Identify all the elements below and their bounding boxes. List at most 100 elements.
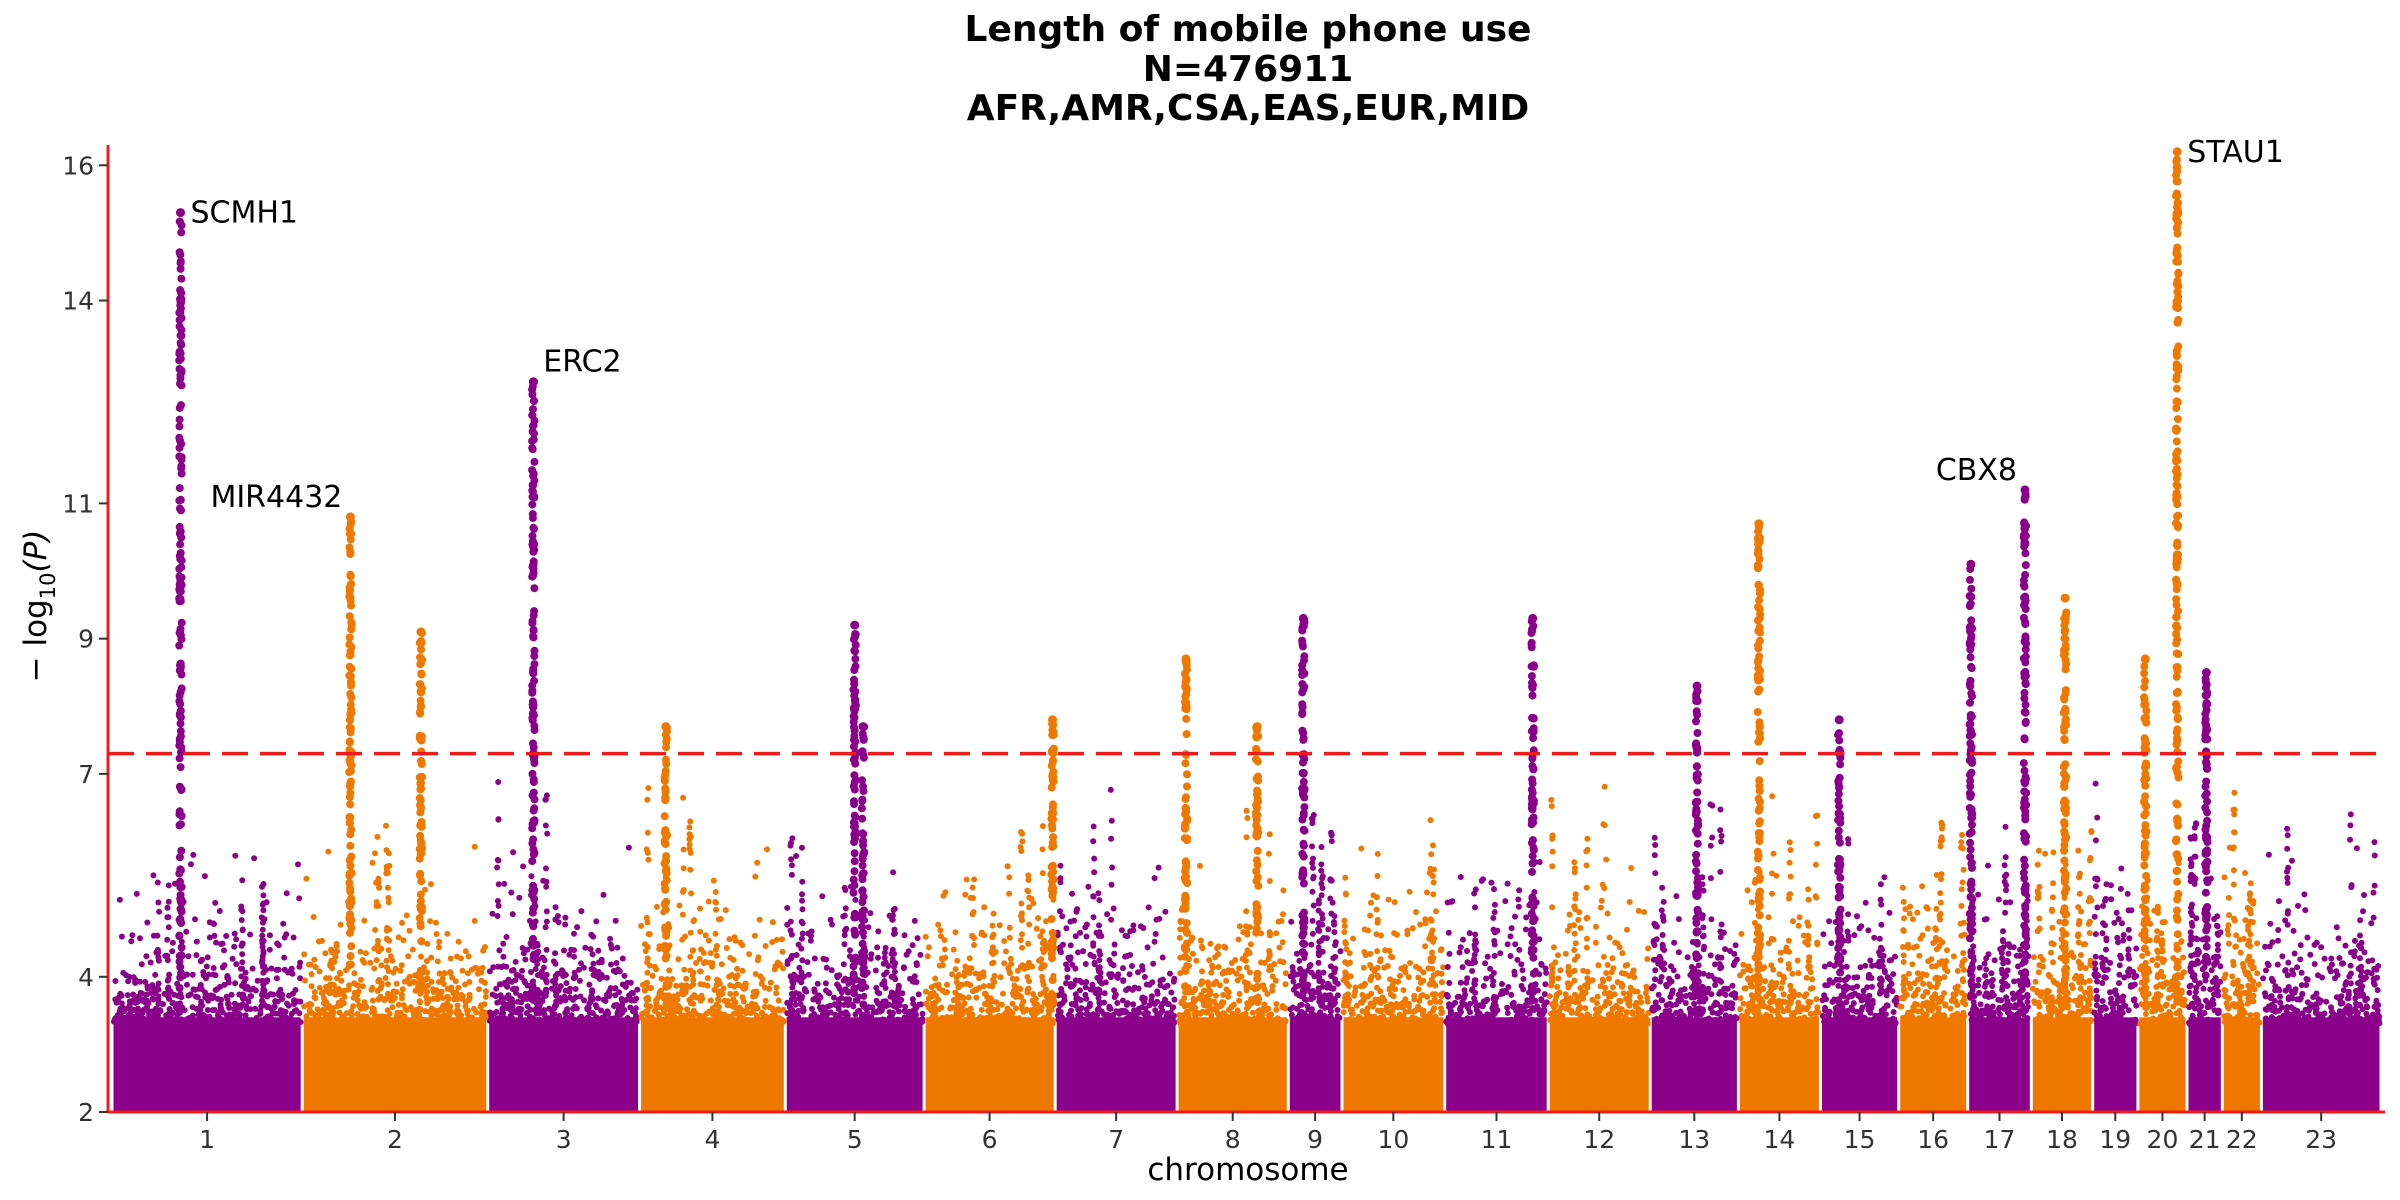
snp-point: [1319, 921, 1326, 928]
snp-point: [740, 985, 747, 992]
title-line-3: AFR,AMR,CSA,EAS,EUR,MID: [967, 88, 1530, 129]
snp-point: [369, 859, 376, 866]
snp-point: [1243, 984, 1250, 991]
snp-point: [958, 1006, 965, 1013]
snp-point: [1424, 889, 1430, 896]
snp-point: [736, 1012, 743, 1019]
snp-point: [375, 937, 381, 944]
snp-point: [1732, 991, 1738, 998]
snp-point: [1519, 967, 1526, 974]
snp-point: [357, 948, 364, 955]
snp-point: [495, 902, 502, 909]
snp-point: [672, 998, 679, 1005]
snp-point: [1017, 937, 1024, 944]
snp-point: [384, 924, 391, 931]
snp-point: [1309, 888, 1316, 895]
snp-point: [704, 982, 711, 989]
snp-point: [1600, 953, 1607, 960]
snp-point: [446, 1012, 452, 1019]
snp-point: [648, 1014, 655, 1021]
snp-point: [1360, 982, 1367, 989]
snp-point: [697, 928, 704, 935]
snp-point: [232, 980, 239, 987]
snp-point: [254, 977, 261, 984]
snp-point: [940, 892, 947, 899]
snp-point: [771, 1020, 778, 1027]
snp-point: [1769, 870, 1775, 877]
snp-point: [693, 960, 699, 966]
snp-point: [1121, 1020, 1128, 1027]
snp-point: [193, 938, 200, 945]
snp-point: [1471, 951, 1478, 958]
snp-point: [1091, 869, 1098, 876]
snp-point: [1851, 932, 1858, 939]
snp-point: [1709, 802, 1716, 809]
snp-point: [1584, 975, 1591, 982]
snp-point: [1673, 893, 1680, 900]
snp-point: [1589, 996, 1596, 1003]
snp-point: [1655, 991, 1662, 998]
snp-point: [1067, 918, 1074, 925]
snp-point: [854, 1019, 860, 1026]
snp-point: [726, 1013, 733, 1020]
snp-point: [1828, 940, 1835, 947]
snp-point: [1122, 953, 1129, 960]
chromosome-5-density-band: [786, 1017, 923, 1112]
snp-point: [641, 987, 648, 994]
snp-point: [605, 1020, 612, 1027]
snp-point: [352, 1019, 359, 1025]
snp-point: [1461, 1001, 1468, 1008]
snp-point: [1310, 864, 1316, 871]
snp-point: [1447, 1009, 1454, 1016]
snp-point: [1273, 1006, 1280, 1013]
snp-point: [1265, 850, 1272, 857]
snp-point: [466, 979, 473, 985]
snp-point: [909, 996, 916, 1003]
snp-point: [1805, 1004, 1812, 1010]
snp-point: [1197, 937, 1204, 944]
snp-point: [1405, 1000, 1412, 1007]
snp-point: [715, 997, 722, 1004]
snp-point: [1031, 1013, 1038, 1020]
snp-point: [1358, 845, 1365, 852]
snp-point: [1675, 997, 1682, 1004]
snp-point: [1108, 960, 1115, 967]
snp-point: [1318, 937, 1325, 944]
snp-point: [482, 993, 489, 1000]
snp-point: [1698, 1018, 1705, 1025]
snp-point: [275, 989, 282, 996]
snp-point: [447, 955, 454, 962]
snp-point: [909, 978, 916, 985]
snp-point: [1342, 969, 1349, 976]
snp-point: [1610, 984, 1616, 991]
snp-point: [1796, 991, 1802, 998]
snp-point: [1460, 995, 1467, 1002]
snp-point: [619, 981, 626, 988]
snp-point: [815, 992, 822, 999]
snp-point: [687, 818, 694, 825]
snp-point: [1209, 998, 1216, 1005]
snp-point: [327, 1011, 334, 1018]
snp-point: [1370, 1017, 1377, 1024]
snp-point: [552, 981, 559, 987]
snp-point: [1819, 997, 1826, 1004]
snp-point: [645, 856, 652, 863]
snp-point: [1328, 838, 1335, 845]
snp-point: [1718, 989, 1725, 996]
snp-point: [587, 946, 594, 953]
snp-point: [1622, 1013, 1629, 1020]
snp-point: [459, 967, 466, 974]
snp-point: [989, 944, 996, 951]
snp-point: [165, 984, 172, 991]
snp-point: [1855, 992, 1862, 999]
snp-point: [165, 898, 172, 905]
snp-point: [316, 984, 323, 991]
snp-point: [1438, 993, 1445, 1000]
snp-point: [1572, 940, 1579, 947]
snp-point: [1472, 977, 1479, 984]
snp-point: [1063, 925, 1070, 932]
snp-point: [239, 965, 246, 972]
snp-point: [1491, 909, 1498, 916]
snp-point: [367, 959, 374, 966]
snp-point: [780, 965, 786, 972]
